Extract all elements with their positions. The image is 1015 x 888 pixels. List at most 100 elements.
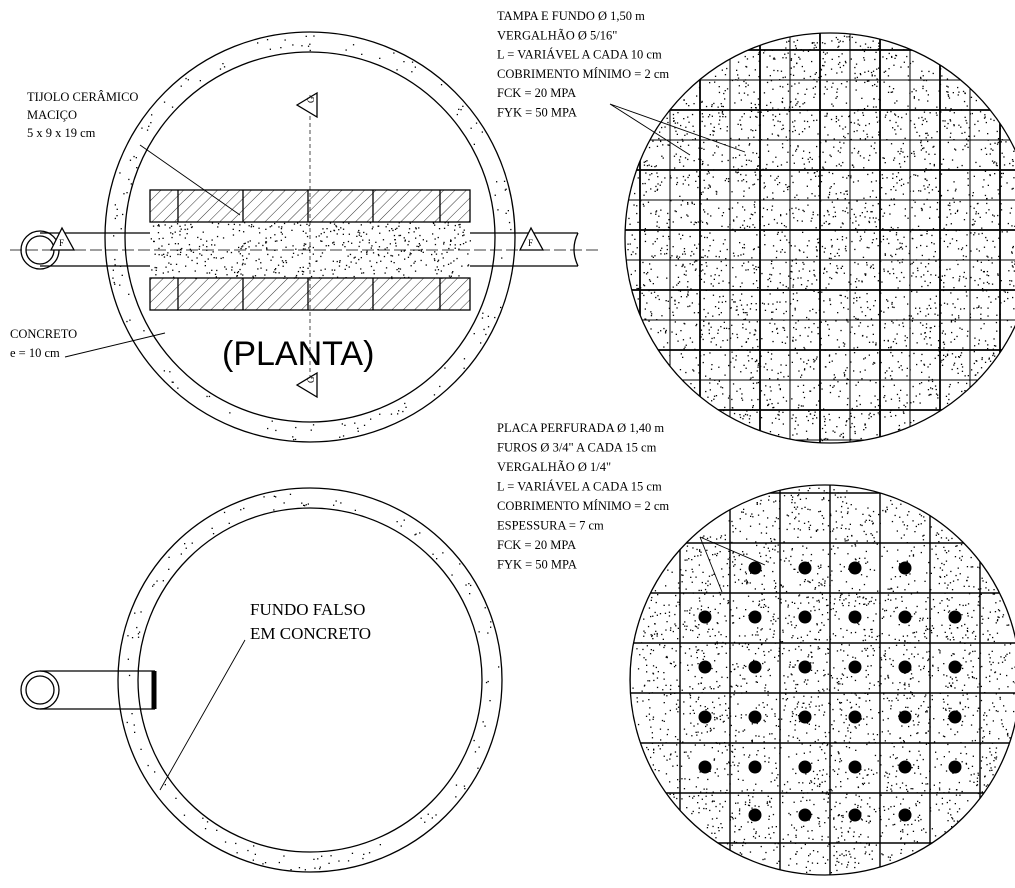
stipple-dot	[856, 64, 857, 65]
stipple-dot	[764, 92, 765, 93]
stipple-dot	[673, 287, 674, 288]
stipple-dot	[972, 566, 973, 567]
stipple-dot	[497, 209, 498, 210]
stipple-dot	[645, 183, 646, 184]
stipple-dot	[955, 556, 956, 557]
stipple-dot	[1006, 675, 1007, 676]
stipple-dot	[768, 151, 769, 152]
stipple-dot	[896, 176, 897, 177]
stipple-dot	[962, 709, 963, 710]
stipple-dot	[803, 264, 804, 265]
stipple-dot	[725, 258, 726, 259]
stipple-dot	[906, 649, 907, 650]
stipple-dot	[848, 175, 849, 176]
stipple-dot	[1009, 284, 1010, 285]
stipple-dot	[981, 367, 982, 368]
stipple-dot	[935, 307, 936, 308]
stipple-dot	[788, 276, 789, 277]
stipple-dot	[238, 247, 239, 248]
stipple-dot	[770, 620, 771, 621]
stipple-dot	[825, 418, 826, 419]
stipple-dot	[997, 165, 998, 166]
stipple-dot	[875, 599, 876, 600]
stipple-dot	[771, 358, 772, 359]
stipple-dot	[704, 594, 705, 595]
stipple-dot	[721, 161, 722, 162]
stipple-dot	[718, 827, 719, 828]
stipple-dot	[267, 428, 268, 429]
stipple-dot	[712, 747, 713, 748]
stipple-dot	[768, 670, 769, 671]
stipple-dot	[976, 100, 977, 101]
stipple-dot	[1005, 711, 1006, 712]
stipple-dot	[671, 331, 672, 332]
stipple-dot	[824, 753, 825, 754]
stipple-dot	[860, 155, 861, 156]
stipple-dot	[962, 556, 963, 557]
stipple-dot	[745, 175, 746, 176]
stipple-dot	[878, 203, 879, 204]
stipple-dot	[773, 832, 774, 833]
stipple-dot	[753, 388, 754, 389]
stipple-dot	[979, 130, 980, 131]
stipple-dot	[826, 774, 827, 775]
stipple-dot	[725, 116, 726, 117]
stipple-dot	[914, 632, 915, 633]
stipple-dot	[266, 248, 267, 249]
stipple-dot	[915, 803, 916, 804]
stipple-dot	[459, 563, 460, 564]
stipple-dot	[871, 597, 872, 598]
stipple-dot	[924, 171, 925, 172]
stipple-dot	[867, 648, 868, 649]
stipple-dot	[370, 419, 371, 420]
stipple-dot	[815, 74, 816, 75]
stipple-dot	[789, 560, 790, 561]
stipple-dot	[786, 113, 787, 114]
stipple-dot	[710, 636, 711, 637]
stipple-dot	[703, 659, 704, 660]
stipple-dot	[924, 520, 925, 521]
stipple-dot	[838, 690, 839, 691]
stipple-dot	[126, 192, 127, 193]
stipple-dot	[723, 93, 724, 94]
stipple-dot	[966, 256, 967, 257]
stipple-dot	[816, 312, 817, 313]
stipple-dot	[977, 297, 978, 298]
stipple-dot	[704, 125, 705, 126]
stipple-dot	[121, 228, 122, 229]
stipple-dot	[749, 332, 750, 333]
stipple-dot	[785, 705, 786, 706]
stipple-dot	[688, 105, 689, 106]
stipple-dot	[866, 520, 867, 521]
stipple-dot	[687, 202, 688, 203]
stipple-dot	[921, 208, 922, 209]
stipple-dot	[638, 724, 639, 725]
stipple-dot	[885, 323, 886, 324]
stipple-dot	[751, 296, 752, 297]
stipple-dot	[986, 715, 987, 716]
stipple-dot	[320, 270, 321, 271]
stipple-dot	[876, 531, 877, 532]
stipple-dot	[761, 790, 762, 791]
stipple-dot	[703, 339, 704, 340]
stipple-dot	[869, 601, 870, 602]
stipple-dot	[904, 62, 905, 63]
stipple-dot	[766, 555, 767, 556]
stipple-dot	[925, 832, 926, 833]
stipple-dot	[934, 302, 935, 303]
stipple-dot	[1013, 161, 1014, 162]
stipple-dot	[899, 640, 900, 641]
stipple-dot	[140, 749, 141, 750]
stipple-dot	[710, 275, 711, 276]
stipple-dot	[863, 57, 864, 58]
stipple-dot	[415, 271, 416, 272]
stipple-dot	[795, 105, 796, 106]
stipple-dot	[643, 631, 644, 632]
stipple-dot	[795, 348, 796, 349]
stipple-dot	[956, 795, 957, 796]
stipple-dot	[804, 78, 805, 79]
stipple-dot	[736, 216, 737, 217]
stipple-dot	[704, 298, 705, 299]
stipple-dot	[927, 133, 928, 134]
stipple-dot	[926, 246, 927, 247]
